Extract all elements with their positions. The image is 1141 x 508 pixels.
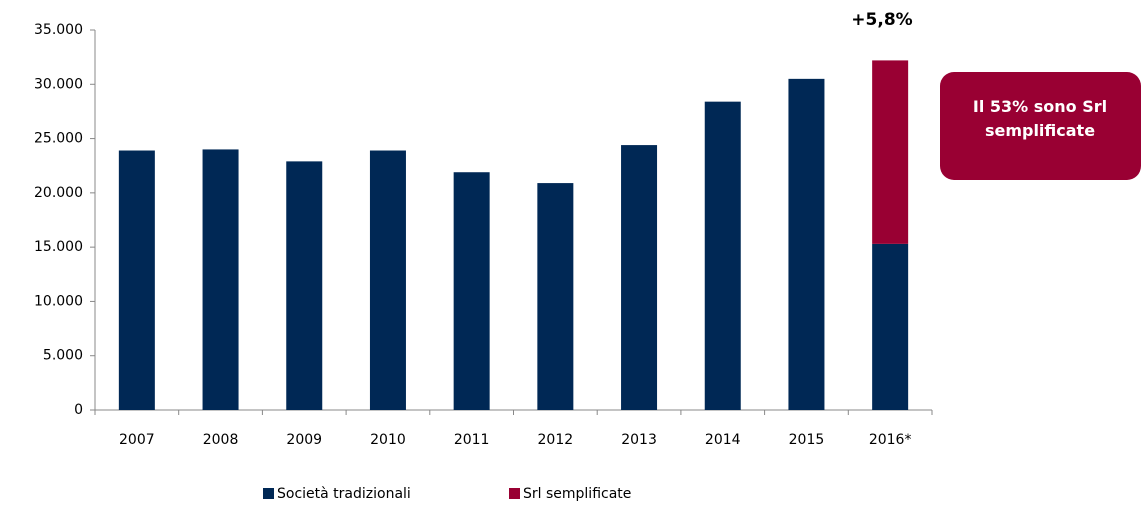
bar [704,101,741,411]
growth-annotation: +5,8% [851,10,912,30]
callout: Il 53% sono Srl semplificate [972,97,1108,140]
y-tick-label: 15.000 [34,239,83,255]
bar [453,172,490,410]
bar [537,183,574,410]
bar [286,161,323,410]
x-tick-label: 2013 [621,432,657,448]
x-tick-label: 2015 [789,432,825,448]
bar [788,78,825,410]
bar [202,149,239,410]
legend-label: Srl semplificate [523,486,631,502]
y-tick-label: 20.000 [34,185,83,201]
legend-swatch [263,488,274,499]
callout-box [940,72,1141,180]
y-tick-label: 5.000 [43,348,83,364]
bar [872,60,909,244]
x-tick-label: 2010 [370,432,406,448]
x-tick-label: 2009 [286,432,322,448]
bar [118,150,155,410]
x-tick-label: 2007 [119,432,155,448]
bar [621,145,658,411]
y-tick-label: 25.000 [34,131,83,147]
x-tick-label: 2008 [203,432,239,448]
bar [872,243,909,410]
x-tick-label: 2016* [869,432,912,448]
bar [369,150,406,410]
y-tick-label: 30.000 [34,76,83,92]
legend-swatch [509,488,520,499]
x-tick-label: 2014 [705,432,741,448]
y-tick-label: 35.000 [34,22,83,38]
callout-text: Il 53% sono Srl semplificate [972,97,1108,140]
y-tick-label: 10.000 [34,293,83,309]
x-tick-label: 2011 [454,432,490,448]
y-tick-label: 0 [74,402,83,418]
legend-label: Società tradizionali [277,486,411,502]
x-tick-label: 2012 [538,432,574,448]
